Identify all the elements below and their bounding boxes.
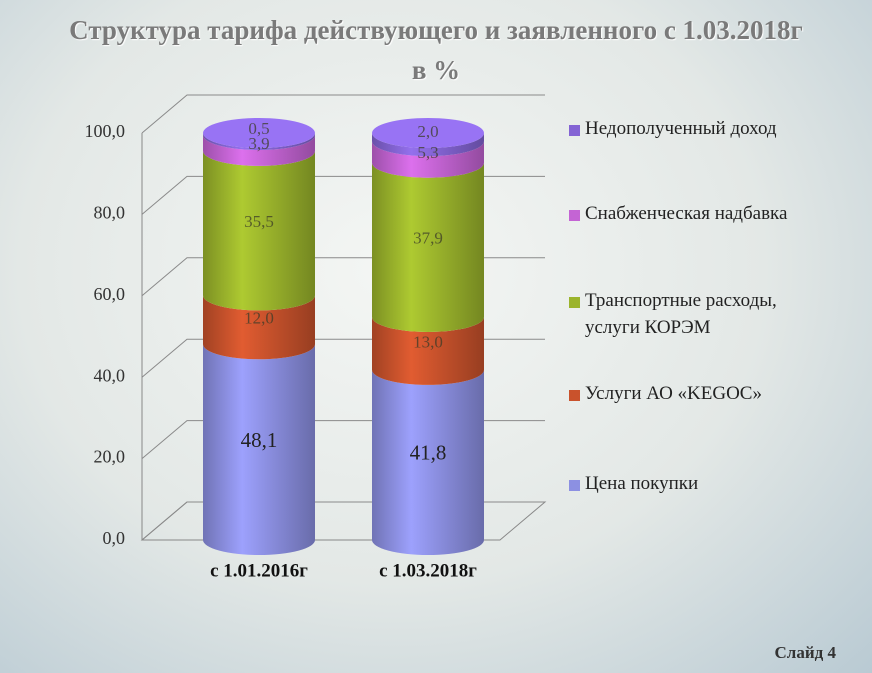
value-label: 2,0	[417, 122, 438, 141]
legend-label: Снабженческая надбавка	[585, 203, 788, 224]
y-tick-label: 20,0	[94, 447, 126, 467]
cylinder-segment	[372, 316, 485, 385]
value-label: 35,5	[244, 212, 274, 231]
value-label: 37,9	[413, 229, 443, 248]
value-label: 3,9	[248, 134, 269, 153]
cylinder-segment	[372, 162, 485, 332]
slide-number: Слайд 4	[774, 643, 836, 662]
y-tick-label: 100,0	[85, 121, 126, 141]
legend-label: Транспортные расходы, услуги КОРЭМ	[585, 290, 777, 338]
legend-swatch	[569, 210, 580, 221]
legend-swatch	[569, 125, 580, 136]
x-tick-label: с 1.01.2016г	[210, 560, 308, 581]
cylinder-segment	[203, 150, 315, 311]
legend-swatch	[569, 390, 580, 401]
cylinder-segment	[203, 135, 315, 166]
grid-line	[141, 501, 545, 541]
cylinder-top	[372, 118, 484, 148]
value-label: 13,0	[413, 332, 443, 351]
legend-label: Цена покупки	[585, 473, 699, 494]
x-tick-label: с 1.03.2018г	[379, 560, 477, 581]
cylinder-segment	[203, 344, 315, 555]
grid-line	[141, 94, 545, 134]
legend-swatch	[569, 297, 580, 308]
cylinder-segment	[203, 295, 315, 360]
y-tick-label: 0,0	[103, 528, 126, 548]
cylinder-segment	[372, 133, 485, 157]
grid-line	[141, 257, 545, 297]
cylinder-top	[203, 118, 315, 148]
y-tick-label: 40,0	[94, 365, 126, 385]
y-tick-label: 80,0	[94, 203, 126, 223]
grid-line	[141, 338, 545, 378]
value-label: 12,0	[244, 309, 274, 328]
legend-label: Недополученный доход	[585, 118, 777, 139]
value-label: 41,8	[410, 441, 447, 465]
value-label: 0,5	[248, 119, 269, 138]
legend-label: Услуги АО «KEGOC»	[585, 383, 762, 404]
value-label: 5,3	[417, 143, 438, 162]
grid-line	[141, 175, 545, 215]
cylinder-segment	[372, 141, 485, 178]
floor	[140, 501, 547, 541]
y-tick-label: 60,0	[94, 284, 126, 304]
value-label: 48,1	[241, 428, 278, 452]
legend-swatch	[569, 480, 580, 491]
slide-title: Структура тарифа действующего и заявленн…	[69, 15, 803, 85]
grid-line	[141, 420, 545, 459]
cylinder-segment	[372, 369, 484, 555]
